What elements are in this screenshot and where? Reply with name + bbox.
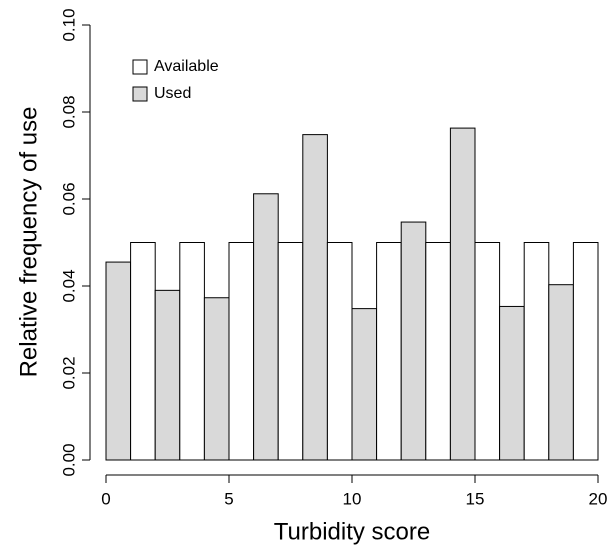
bar [425, 242, 451, 461]
bar [130, 242, 156, 461]
bar [376, 242, 402, 461]
x-tick-label: 5 [224, 489, 233, 508]
bar [326, 242, 353, 461]
bar [277, 242, 304, 461]
bar [499, 305, 525, 461]
bar [474, 242, 501, 461]
y-tick-label: 0.04 [59, 269, 78, 302]
legend-swatch [132, 59, 148, 75]
bar [351, 308, 378, 461]
x-tick-label: 20 [589, 489, 608, 508]
bar [449, 127, 476, 461]
bar [548, 284, 574, 461]
bar [154, 289, 181, 461]
x-tick-label: 10 [343, 489, 362, 508]
x-tick-label: 15 [466, 489, 485, 508]
bar [253, 193, 279, 461]
bar [302, 134, 328, 461]
bar [105, 261, 132, 461]
legend-swatch [132, 86, 148, 102]
bar [572, 242, 599, 461]
y-tick-label: 0.06 [59, 182, 78, 215]
bar [228, 242, 255, 461]
y-tick-label: 0.02 [59, 356, 78, 389]
x-tick-label: 0 [101, 489, 110, 508]
y-axis-title: Relative frequency of use [15, 107, 42, 378]
bar [179, 242, 205, 461]
bar [203, 297, 230, 461]
y-tick-label: 0.10 [59, 8, 78, 41]
y-tick-label: 0.00 [59, 443, 78, 476]
legend-label: Used [154, 85, 191, 102]
bar [523, 242, 550, 461]
legend-label: Available [154, 58, 219, 75]
x-axis-title: Turbidity score [274, 518, 431, 545]
bar [400, 221, 427, 461]
y-tick-label: 0.08 [59, 95, 78, 128]
